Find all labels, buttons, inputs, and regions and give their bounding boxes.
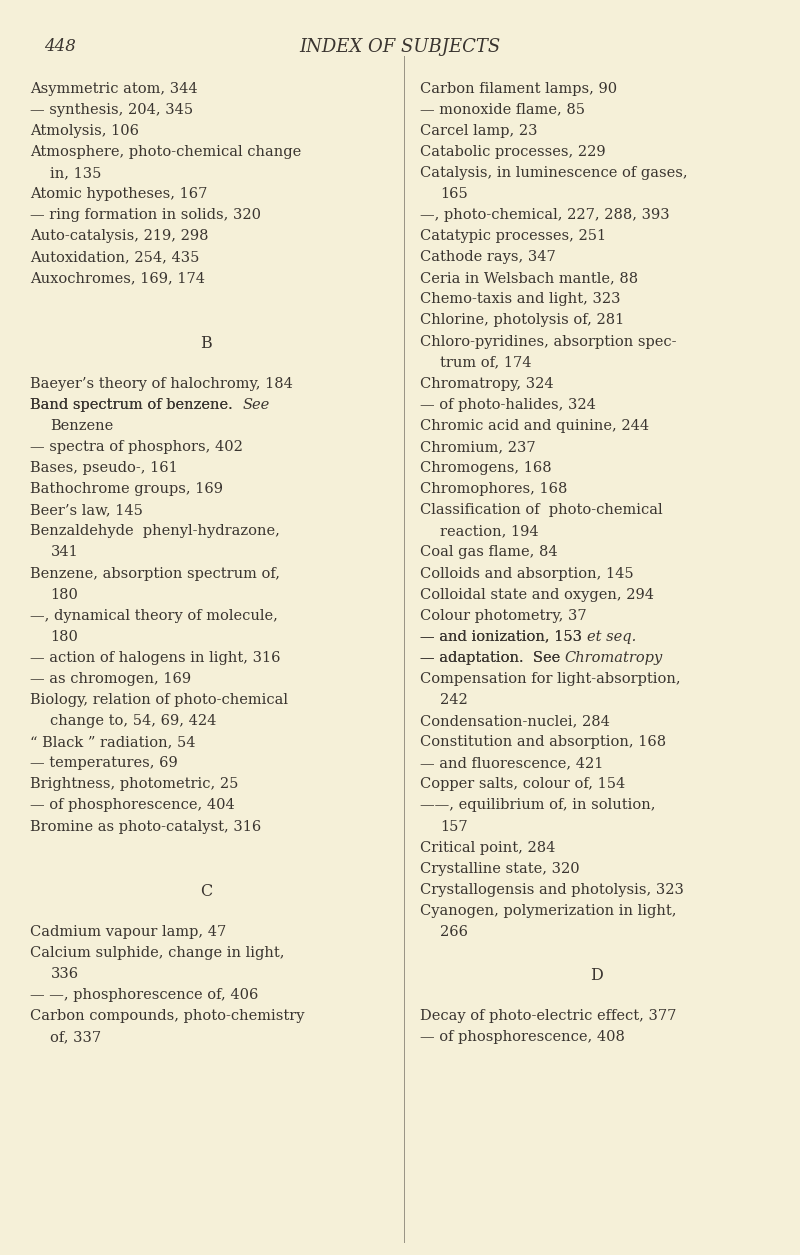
Text: Catatypic processes, 251: Catatypic processes, 251 (420, 230, 606, 243)
Text: reaction, 194: reaction, 194 (440, 525, 538, 538)
Text: Cathode rays, 347: Cathode rays, 347 (420, 250, 556, 265)
Text: 448: 448 (44, 38, 76, 55)
Text: Calcium sulphide, change in light,: Calcium sulphide, change in light, (30, 946, 285, 960)
Text: Ceria in Welsbach mantle, 88: Ceria in Welsbach mantle, 88 (420, 271, 638, 285)
Text: —, photo-chemical, 227, 288, 393: —, photo-chemical, 227, 288, 393 (420, 208, 670, 222)
Text: of, 337: of, 337 (50, 1030, 106, 1044)
Text: Band spectrum of benzene.: Band spectrum of benzene. (30, 398, 242, 412)
Text: 157: 157 (440, 820, 468, 833)
Text: Carcel lamp, 23: Carcel lamp, 23 (420, 124, 538, 138)
Text: Colour photometry, 37: Colour photometry, 37 (420, 609, 586, 622)
Text: — of phosphorescence, 408: — of phosphorescence, 408 (420, 1030, 625, 1044)
Text: — ring formation in solids, 320: — ring formation in solids, 320 (30, 208, 262, 222)
Text: INDEX OF SUBJECTS: INDEX OF SUBJECTS (299, 38, 501, 55)
Text: Chromium, 237: Chromium, 237 (420, 441, 536, 454)
Text: B: B (201, 335, 212, 351)
Text: — —, phosphorescence of, 406: — —, phosphorescence of, 406 (30, 988, 258, 1003)
Text: Biology, relation of photo-chemical: Biology, relation of photo-chemical (30, 693, 288, 707)
Text: ——, equilibrium of, in solution,: ——, equilibrium of, in solution, (420, 798, 655, 812)
Text: Bases, pseudo-, 161: Bases, pseudo-, 161 (30, 461, 178, 476)
Text: Constitution and absorption, 168: Constitution and absorption, 168 (420, 735, 666, 749)
Text: Baeyer’s theory of halochromy, 184: Baeyer’s theory of halochromy, 184 (30, 376, 294, 390)
Text: D: D (590, 968, 602, 984)
Text: — action of halogens in light, 316: — action of halogens in light, 316 (30, 651, 281, 665)
Text: “ Black ” radiation, 54: “ Black ” radiation, 54 (30, 735, 196, 749)
Text: Bathochrome groups, 169: Bathochrome groups, 169 (30, 482, 223, 496)
Text: Chloro-pyridines, absorption spec-: Chloro-pyridines, absorption spec- (420, 335, 677, 349)
Text: change to, 54, 69, 424: change to, 54, 69, 424 (50, 714, 217, 728)
Text: Auxochromes, 169, 174: Auxochromes, 169, 174 (30, 271, 206, 285)
Text: Colloidal state and oxygen, 294: Colloidal state and oxygen, 294 (420, 587, 654, 601)
Text: Chromatropy: Chromatropy (565, 651, 663, 665)
Text: Chromogens, 168: Chromogens, 168 (420, 461, 552, 476)
Text: Beer’s law, 145: Beer’s law, 145 (30, 503, 143, 517)
Text: — adaptation.  See: — adaptation. See (420, 651, 565, 665)
Text: — adaptation.  See: — adaptation. See (420, 651, 565, 665)
Text: 180: 180 (50, 587, 78, 601)
Text: Cyanogen, polymerization in light,: Cyanogen, polymerization in light, (420, 904, 677, 917)
Text: Chromic acid and quinine, 244: Chromic acid and quinine, 244 (420, 419, 649, 433)
Text: Brightness, photometric, 25: Brightness, photometric, 25 (30, 777, 238, 792)
Text: Critical point, 284: Critical point, 284 (420, 841, 555, 855)
Text: Carbon filament lamps, 90: Carbon filament lamps, 90 (420, 82, 617, 95)
Text: Atmolysis, 106: Atmolysis, 106 (30, 124, 139, 138)
Text: — as chromogen, 169: — as chromogen, 169 (30, 671, 191, 686)
Text: Bromine as photo-catalyst, 316: Bromine as photo-catalyst, 316 (30, 820, 262, 833)
Text: —, dynamical theory of molecule,: —, dynamical theory of molecule, (30, 609, 278, 622)
Text: — and fluorescence, 421: — and fluorescence, 421 (420, 757, 603, 771)
Text: Atomic hypotheses, 167: Atomic hypotheses, 167 (30, 187, 208, 201)
Text: — synthesis, 204, 345: — synthesis, 204, 345 (30, 103, 194, 117)
Text: — temperatures, 69: — temperatures, 69 (30, 757, 178, 771)
Text: 180: 180 (50, 630, 78, 644)
Text: Cadmium vapour lamp, 47: Cadmium vapour lamp, 47 (30, 925, 226, 939)
Text: Chemo-taxis and light, 323: Chemo-taxis and light, 323 (420, 292, 621, 306)
Text: Chromophores, 168: Chromophores, 168 (420, 482, 567, 496)
Text: et seq.: et seq. (586, 630, 636, 644)
Text: 242: 242 (440, 693, 468, 707)
Text: Classification of  photo-chemical: Classification of photo-chemical (420, 503, 662, 517)
Text: Auto-catalysis, 219, 298: Auto-catalysis, 219, 298 (30, 230, 209, 243)
Text: 266: 266 (440, 925, 468, 939)
Text: Band spectrum of benzene.: Band spectrum of benzene. (30, 398, 242, 412)
Text: Decay of photo-electric effect, 377: Decay of photo-electric effect, 377 (420, 1009, 676, 1023)
Text: in, 135: in, 135 (50, 166, 102, 179)
Text: — spectra of phosphors, 402: — spectra of phosphors, 402 (30, 441, 243, 454)
Text: — and ionization, 153: — and ionization, 153 (420, 630, 586, 644)
Text: Benzaldehyde  phenyl-hydrazone,: Benzaldehyde phenyl-hydrazone, (30, 525, 280, 538)
Text: 165: 165 (440, 187, 468, 201)
Text: Autoxidation, 254, 435: Autoxidation, 254, 435 (30, 250, 200, 265)
Text: Benzene: Benzene (50, 419, 114, 433)
Text: Copper salts, colour of, 154: Copper salts, colour of, 154 (420, 777, 626, 792)
Text: C: C (200, 882, 213, 900)
Text: Coal gas flame, 84: Coal gas flame, 84 (420, 546, 558, 560)
Text: Benzene, absorption spectrum of,: Benzene, absorption spectrum of, (30, 566, 280, 581)
Text: Colloids and absorption, 145: Colloids and absorption, 145 (420, 566, 634, 581)
Text: — monoxide flame, 85: — monoxide flame, 85 (420, 103, 585, 117)
Text: — and ionization, 153: — and ionization, 153 (420, 630, 586, 644)
Text: Crystalline state, 320: Crystalline state, 320 (420, 862, 580, 876)
Text: Condensation-nuclei, 284: Condensation-nuclei, 284 (420, 714, 610, 728)
Text: Carbon compounds, photo-chemistry: Carbon compounds, photo-chemistry (30, 1009, 305, 1023)
Text: Catalysis, in luminescence of gases,: Catalysis, in luminescence of gases, (420, 166, 688, 179)
Text: Compensation for light-absorption,: Compensation for light-absorption, (420, 671, 681, 686)
Text: Atmosphere, photo-chemical change: Atmosphere, photo-chemical change (30, 144, 302, 159)
Text: 336: 336 (50, 968, 78, 981)
Text: See: See (242, 398, 270, 412)
Text: — of phosphorescence, 404: — of phosphorescence, 404 (30, 798, 235, 812)
Text: — of photo-halides, 324: — of photo-halides, 324 (420, 398, 596, 412)
Text: Catabolic processes, 229: Catabolic processes, 229 (420, 144, 606, 159)
Text: Asymmetric atom, 344: Asymmetric atom, 344 (30, 82, 198, 95)
Text: Chromatropy, 324: Chromatropy, 324 (420, 376, 554, 390)
Text: 341: 341 (50, 546, 78, 560)
Text: trum of, 174: trum of, 174 (440, 355, 531, 370)
Text: Crystallogensis and photolysis, 323: Crystallogensis and photolysis, 323 (420, 882, 684, 897)
Text: Chlorine, photolysis of, 281: Chlorine, photolysis of, 281 (420, 314, 624, 328)
